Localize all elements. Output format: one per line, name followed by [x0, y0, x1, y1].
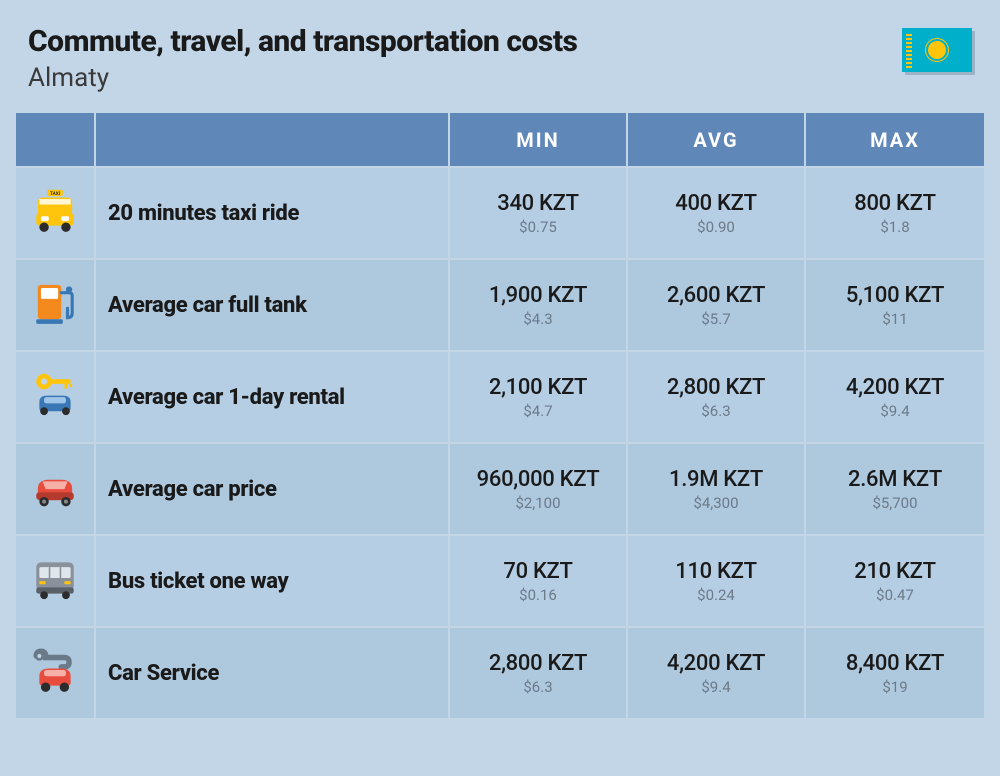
header-min: MIN: [450, 113, 628, 168]
page-title: Commute, travel, and transportation cost…: [28, 24, 577, 59]
value-min-kzt: 2,100 KZT: [454, 375, 622, 400]
row-label: Average car 1-day rental: [96, 352, 450, 444]
cell-avg: 2,600 KZT $5.7: [628, 260, 806, 352]
cell-min: 2,100 KZT $4.7: [450, 352, 628, 444]
cell-min: 2,800 KZT $6.3: [450, 628, 628, 720]
table-row: Average car price960,000 KZT $2,100 1.9M K…: [16, 444, 984, 536]
row-label: Average car full tank: [96, 260, 450, 352]
page-container: Commute, travel, and transportation cost…: [0, 0, 1000, 776]
value-min-usd: $4.7: [454, 402, 622, 420]
value-avg-usd: $9.4: [632, 678, 800, 696]
cell-avg: 110 KZT $0.24: [628, 536, 806, 628]
value-min-usd: $2,100: [454, 494, 622, 512]
table-row: TAXI 20 minutes taxi ride340 KZT $0.75 400…: [16, 168, 984, 260]
value-avg-usd: $6.3: [632, 402, 800, 420]
cell-min: 960,000 KZT $2,100: [450, 444, 628, 536]
cell-avg: 1.9M KZT $4,300: [628, 444, 806, 536]
cell-avg: 2,800 KZT $6.3: [628, 352, 806, 444]
cell-avg: 400 KZT $0.90: [628, 168, 806, 260]
cell-max: 8,400 KZT $19: [806, 628, 984, 720]
value-max-kzt: 8,400 KZT: [810, 651, 980, 676]
value-max-usd: $9.4: [810, 402, 980, 420]
value-min-kzt: 1,900 KZT: [454, 283, 622, 308]
value-max-usd: $11: [810, 310, 980, 328]
value-min-kzt: 2,800 KZT: [454, 651, 622, 676]
value-max-usd: $5,700: [810, 494, 980, 512]
value-avg-kzt: 400 KZT: [632, 191, 800, 216]
cell-avg: 4,200 KZT $9.4: [628, 628, 806, 720]
value-avg-kzt: 2,800 KZT: [632, 375, 800, 400]
taxi-icon: TAXI: [16, 168, 96, 260]
value-max-kzt: 4,200 KZT: [810, 375, 980, 400]
value-avg-usd: $0.90: [632, 218, 800, 236]
value-max-kzt: 210 KZT: [810, 559, 980, 584]
flag-ornament: [906, 32, 912, 68]
cell-max: 800 KZT $1.8: [806, 168, 984, 260]
table-header: MIN AVG MAX: [16, 113, 984, 168]
cell-max: 4,200 KZT $9.4: [806, 352, 984, 444]
row-label: 20 minutes taxi ride: [96, 168, 450, 260]
row-label: Bus ticket one way: [96, 536, 450, 628]
cell-min: 1,900 KZT $4.3: [450, 260, 628, 352]
table-body: TAXI 20 minutes taxi ride340 KZT $0.75 400…: [16, 168, 984, 720]
header-max: MAX: [806, 113, 984, 168]
header-icon-col: [16, 113, 96, 168]
row-label: Car Service: [96, 628, 450, 720]
table-row: Average car 1-day rental2,100 KZT $4.7 2,8…: [16, 352, 984, 444]
value-max-kzt: 800 KZT: [810, 191, 980, 216]
value-min-kzt: 960,000 KZT: [454, 467, 622, 492]
wrench-car-icon: [16, 628, 96, 720]
value-min-usd: $4.3: [454, 310, 622, 328]
cost-table: MIN AVG MAX TAXI 20 minutes taxi ride340…: [16, 113, 984, 720]
flag-body: [902, 28, 972, 72]
header: Commute, travel, and transportation cost…: [16, 24, 984, 113]
value-max-usd: $1.8: [810, 218, 980, 236]
cell-min: 340 KZT $0.75: [450, 168, 628, 260]
table-row: Average car full tank1,900 KZT $4.3 2,600 …: [16, 260, 984, 352]
value-avg-usd: $5.7: [632, 310, 800, 328]
value-min-kzt: 70 KZT: [454, 559, 622, 584]
cell-max: 5,100 KZT $11: [806, 260, 984, 352]
value-avg-kzt: 1.9M KZT: [632, 467, 800, 492]
svg-text:TAXI: TAXI: [50, 191, 61, 197]
cell-max: 2.6M KZT $5,700: [806, 444, 984, 536]
cell-max: 210 KZT $0.47: [806, 536, 984, 628]
value-avg-kzt: 2,600 KZT: [632, 283, 800, 308]
header-label-col: [96, 113, 450, 168]
value-min-usd: $0.75: [454, 218, 622, 236]
country-flag: [902, 28, 972, 72]
value-min-usd: $0.16: [454, 586, 622, 604]
bus-icon: [16, 536, 96, 628]
value-max-kzt: 5,100 KZT: [810, 283, 980, 308]
car-icon: [16, 444, 96, 536]
value-max-usd: $19: [810, 678, 980, 696]
header-row: MIN AVG MAX: [16, 113, 984, 168]
value-avg-usd: $0.24: [632, 586, 800, 604]
header-avg: AVG: [628, 113, 806, 168]
table-row: Bus ticket one way70 KZT $0.16 110 KZT $0.2…: [16, 536, 984, 628]
page-subtitle: Almaty: [28, 63, 577, 93]
table-row: Car Service2,800 KZT $6.3 4,200 KZT $9.4 8,4…: [16, 628, 984, 720]
value-max-usd: $0.47: [810, 586, 980, 604]
value-avg-usd: $4,300: [632, 494, 800, 512]
value-avg-kzt: 4,200 KZT: [632, 651, 800, 676]
title-block: Commute, travel, and transportation cost…: [28, 24, 577, 93]
value-min-usd: $6.3: [454, 678, 622, 696]
flag-sun-icon: [928, 41, 946, 59]
car-key-icon: [16, 352, 96, 444]
cell-min: 70 KZT $0.16: [450, 536, 628, 628]
value-avg-kzt: 110 KZT: [632, 559, 800, 584]
value-max-kzt: 2.6M KZT: [810, 467, 980, 492]
fuel-pump-icon: [16, 260, 96, 352]
row-label: Average car price: [96, 444, 450, 536]
value-min-kzt: 340 KZT: [454, 191, 622, 216]
